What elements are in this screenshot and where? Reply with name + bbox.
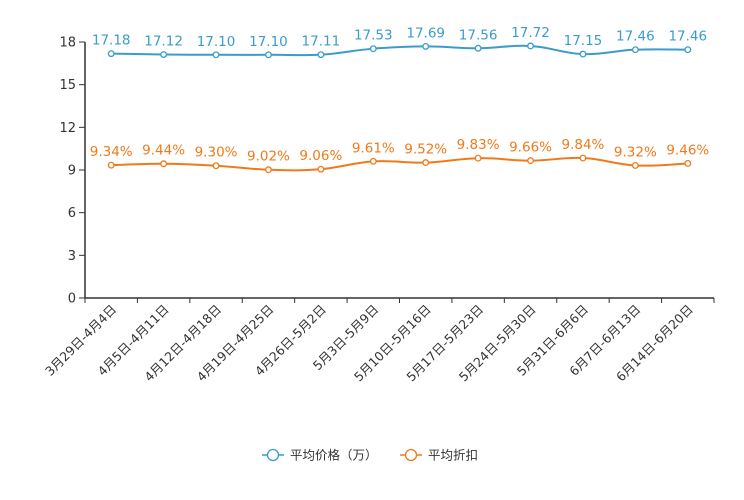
data-label: 9.61% bbox=[352, 140, 395, 156]
legend-label-1: 平均价格（万） bbox=[290, 448, 378, 463]
series-line-1 bbox=[111, 44, 688, 57]
data-point bbox=[422, 159, 430, 167]
data-label: 17.69 bbox=[406, 25, 445, 41]
data-label: 9.83% bbox=[457, 137, 500, 153]
data-point bbox=[317, 51, 325, 59]
data-point bbox=[579, 154, 587, 162]
data-label: 17.10 bbox=[249, 34, 288, 50]
data-point bbox=[474, 44, 482, 52]
data-point bbox=[631, 46, 639, 54]
data-point bbox=[107, 50, 115, 58]
series-line-2 bbox=[111, 156, 688, 172]
data-label: 17.46 bbox=[668, 29, 707, 45]
data-point bbox=[369, 157, 377, 165]
data-point bbox=[160, 160, 168, 168]
data-point bbox=[631, 161, 639, 169]
data-label: 17.53 bbox=[354, 28, 393, 44]
y-tick-label: 12 bbox=[59, 121, 76, 136]
data-label: 9.84% bbox=[562, 137, 605, 153]
data-label: 17.72 bbox=[511, 25, 550, 41]
data-point bbox=[369, 45, 377, 53]
y-tick-label: 9 bbox=[68, 164, 76, 179]
data-label: 9.52% bbox=[404, 142, 447, 158]
data-label: 9.44% bbox=[142, 143, 185, 159]
data-point bbox=[160, 51, 168, 58]
data-point bbox=[474, 154, 482, 162]
data-point bbox=[107, 161, 115, 169]
data-label: 17.11 bbox=[302, 34, 341, 50]
data-label: 9.30% bbox=[195, 145, 238, 161]
data-label: 9.66% bbox=[509, 140, 552, 156]
data-point bbox=[684, 46, 692, 54]
data-point bbox=[579, 50, 587, 58]
data-label: 17.46 bbox=[616, 29, 655, 45]
data-point bbox=[265, 51, 272, 59]
data-label: 9.32% bbox=[614, 144, 657, 160]
y-tick-label: 18 bbox=[59, 36, 76, 51]
data-point bbox=[265, 166, 272, 174]
data-label: 9.06% bbox=[299, 148, 342, 164]
data-label: 17.18 bbox=[92, 33, 131, 49]
data-point bbox=[684, 160, 692, 167]
data-point bbox=[422, 42, 430, 50]
data-label: 9.34% bbox=[90, 144, 133, 160]
data-label: 17.12 bbox=[144, 34, 183, 50]
data-label: 17.56 bbox=[459, 27, 498, 43]
data-point bbox=[212, 51, 220, 59]
data-label: 9.46% bbox=[666, 142, 709, 158]
y-tick-label: 3 bbox=[68, 249, 76, 264]
data-label: 17.15 bbox=[564, 33, 603, 49]
data-point bbox=[212, 162, 220, 170]
y-tick-label: 6 bbox=[68, 206, 76, 221]
legend-marker-2 bbox=[404, 448, 418, 462]
legend-marker-1 bbox=[266, 448, 280, 462]
data-label: 9.02% bbox=[247, 149, 290, 165]
data-point bbox=[317, 165, 325, 173]
legend-label-2: 平均折扣 bbox=[428, 448, 478, 463]
data-point bbox=[527, 157, 534, 165]
data-point bbox=[527, 42, 534, 50]
y-tick-label: 15 bbox=[59, 78, 76, 93]
data-label: 17.10 bbox=[197, 34, 236, 50]
y-tick-label: 0 bbox=[68, 292, 76, 307]
